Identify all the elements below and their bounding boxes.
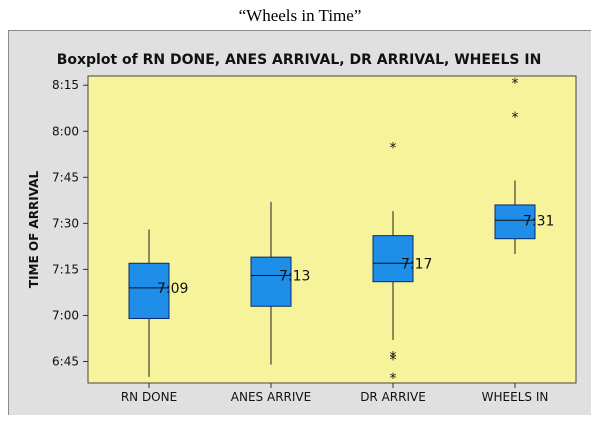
box-3: ****7:17 [372,141,432,387]
outlier-marker: * [390,352,397,368]
box-4: * * 7:31 [494,76,554,255]
axes: 6:45 7:00 7:15 7:30 7:45 8:00 8:15 RN DONE ANES … [52,78,548,404]
outlier-marker: * [390,349,397,365]
median-label: 7:31 [523,213,554,229]
box-iqr [250,256,292,307]
median-label: 7:13 [279,269,310,285]
x-tick-label: RN DONE [121,390,177,404]
box-1: 7:09 [128,229,188,377]
y-tick-label: 7:15 [52,262,79,276]
box-2: 7:13 [250,201,310,365]
y-tick-label: 6:45 [52,355,79,369]
box-iqr [372,235,414,283]
y-tick-label: 7:45 [52,170,79,184]
y-tick-label: 7:30 [52,216,79,230]
outlier-marker: * [512,110,519,126]
x-tick-label: ANES ARRIVE [231,390,311,404]
box-iqr [494,204,536,240]
chart-marks: 7:09 7:13 * * * * 7:17 * * 7:31 [128,76,554,387]
median-label: 7:09 [157,281,188,297]
y-tick-label: 8:00 [52,124,79,138]
figure-caption: “Wheels in Time” [238,6,362,25]
y-tick-label: 7:00 [52,308,79,322]
x-tick-label: DR ARRIVE [360,390,426,404]
y-axis-label: TIME OF ARRIVAL [27,171,41,289]
outlier-marker: * [390,141,397,157]
median-label: 7:17 [401,256,432,272]
box-iqr [128,262,170,320]
outlier-marker: * [512,76,519,92]
chart-title: Boxplot of RN DONE, ANES ARRIVAL, DR ARR… [56,52,542,68]
x-tick-label: WHEELS IN [482,390,549,404]
outlier-marker: * [390,371,397,387]
y-tick-label: 8:15 [52,78,79,92]
